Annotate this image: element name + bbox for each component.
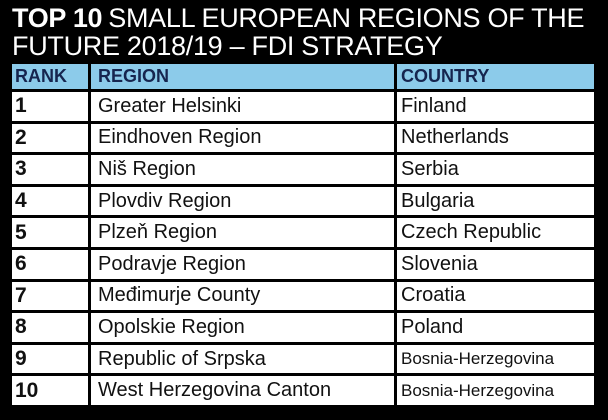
- table-row: 9 Republic of Srpska Bosnia-Herzegovina: [12, 344, 594, 374]
- region: Podravje Region: [91, 250, 394, 279]
- rank: 7: [12, 281, 88, 311]
- table-row: 2 Eindhoven Region Netherlands: [12, 123, 594, 153]
- region: Republic of Srpska: [91, 344, 394, 374]
- rank: 9: [12, 344, 88, 374]
- rank: 3: [12, 155, 88, 184]
- title: TOP 10 SMALL EUROPEAN REGIONS OF THE FUTU…: [12, 4, 602, 60]
- table-row: 3 Niš Region Serbia: [12, 155, 594, 184]
- country: Bulgaria: [397, 186, 594, 216]
- header-row: RANK REGION COUNTRY: [12, 64, 594, 89]
- region: Greater Helsinki: [91, 92, 394, 121]
- country: Bosnia-Herzegovina: [397, 344, 594, 374]
- column-header: REGION: [91, 64, 394, 89]
- table-row: 10 West Herzegovina Canton Bosnia-Herzegov…: [12, 376, 594, 405]
- region: Međimurje County: [91, 281, 394, 311]
- column-header: COUNTRY: [397, 64, 594, 89]
- country: Slovenia: [397, 250, 594, 279]
- region: Plovdiv Region: [91, 186, 394, 216]
- table-row: 4 Plovdiv Region Bulgaria: [12, 186, 594, 216]
- country: Croatia: [397, 281, 594, 311]
- region: Plzeň Region: [91, 218, 394, 247]
- rank: 10: [12, 376, 88, 405]
- table-row: 1 Greater Helsinki Finland: [12, 92, 594, 121]
- rank: 2: [12, 123, 88, 153]
- region: Eindhoven Region: [91, 123, 394, 153]
- table-row: 5 Plzeň Region Czech Republic: [12, 218, 594, 247]
- region: Opolskie Region: [91, 313, 394, 342]
- region: Niš Region: [91, 155, 394, 184]
- rank: 4: [12, 186, 88, 216]
- title-bold: TOP 10: [12, 3, 103, 33]
- table-row: 6 Podravje Region Slovenia: [12, 250, 594, 279]
- rank: 1: [12, 92, 88, 121]
- rank: 6: [12, 250, 88, 279]
- region: West Herzegovina Canton: [91, 376, 394, 405]
- column-header: RANK: [12, 64, 88, 89]
- country: Finland: [397, 92, 594, 121]
- table-row: 8 Opolskie Region Poland: [12, 313, 594, 342]
- table-row: 7 Međimurje County Croatia: [12, 281, 594, 311]
- title-rest: SMALL EUROPEAN REGIONS OF THE FUTURE 201…: [12, 3, 585, 61]
- rank: 8: [12, 313, 88, 342]
- rank: 5: [12, 218, 88, 247]
- country: Serbia: [397, 155, 594, 184]
- country: Czech Republic: [397, 218, 594, 247]
- country: Netherlands: [397, 123, 594, 153]
- country: Poland: [397, 313, 594, 342]
- country: Bosnia-Herzegovina: [397, 376, 594, 405]
